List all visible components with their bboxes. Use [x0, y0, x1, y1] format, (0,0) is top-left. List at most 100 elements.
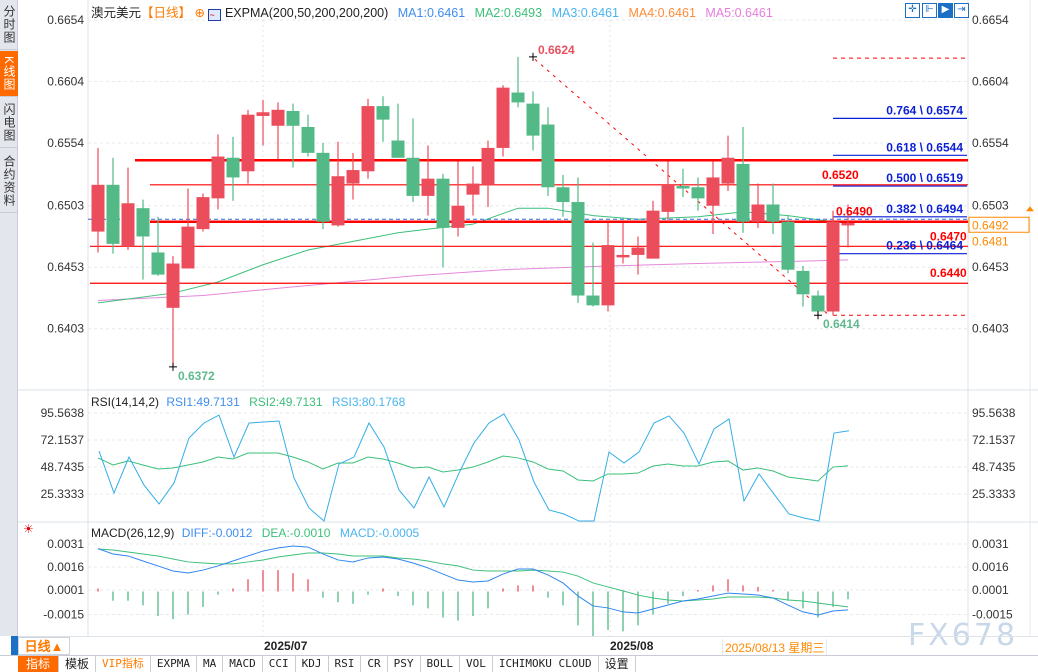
candle-up[interactable] — [826, 221, 840, 312]
exit-icon[interactable]: ⇥ — [954, 3, 969, 18]
candle-down[interactable] — [676, 186, 690, 189]
date-label-july: 2025/07 — [264, 639, 308, 653]
toolbar-indicators[interactable]: 指标 — [18, 656, 60, 672]
candle-down[interactable] — [301, 127, 315, 153]
candle-up[interactable] — [481, 147, 495, 185]
ma2-value: MA2:0.6493 — [474, 6, 543, 20]
tab-time-chart[interactable]: 分时图 — [0, 0, 18, 50]
candle-down[interactable] — [406, 157, 420, 196]
candle-up[interactable] — [721, 157, 735, 184]
macd-title: MACD(26,12,9) — [91, 526, 175, 540]
price-arrow-icon — [1026, 206, 1034, 212]
play-icon[interactable]: ▶ — [938, 3, 953, 18]
candle-up[interactable] — [166, 263, 180, 308]
candle-up[interactable] — [271, 109, 285, 126]
add-icon[interactable]: ⊕ — [194, 6, 205, 20]
candle-down[interactable] — [376, 106, 390, 120]
candle-down[interactable] — [151, 252, 165, 275]
fib-label: 0.618 \ 0.6544 — [886, 140, 963, 154]
rsi3-value: RSI3:80.1768 — [331, 395, 406, 409]
candle-down[interactable] — [316, 152, 330, 222]
chart-header: 澳元美元【日线】 ⊕ ~ EXPMA(200,50,200,200,200) M… — [91, 2, 773, 21]
candle-up[interactable] — [361, 106, 375, 172]
candle-up[interactable] — [196, 197, 210, 230]
candle-up[interactable] — [631, 247, 645, 255]
candle-down[interactable] — [796, 270, 810, 295]
candle-up[interactable] — [451, 205, 465, 228]
macd-settings-icon[interactable]: ☀ — [23, 522, 34, 536]
candle-down[interactable] — [286, 111, 300, 126]
level-label: 0.6440 — [930, 266, 967, 280]
toolbar-ichimoku[interactable]: ICHIMOKU CLOUD — [493, 656, 599, 672]
candle-up[interactable] — [841, 222, 855, 226]
price-tick-right: 0.6453 — [972, 260, 1009, 274]
toolbar-cr[interactable]: CR — [361, 656, 388, 672]
candle-down[interactable] — [736, 163, 750, 222]
candle-up[interactable] — [121, 203, 135, 247]
date-label-august: 2025/08 — [610, 639, 654, 653]
candle-up[interactable] — [601, 245, 615, 306]
toolbar-psy[interactable]: PSY — [388, 656, 421, 672]
toolbar-cci[interactable]: CCI — [263, 656, 296, 672]
toolbar-kdj[interactable]: KDJ — [296, 656, 329, 672]
candle-down[interactable] — [586, 295, 600, 306]
extreme-label: 0.6414 — [823, 317, 860, 331]
candle-up[interactable] — [466, 183, 480, 195]
toolbar-macd[interactable]: MACD — [223, 656, 263, 672]
candle-down[interactable] — [556, 187, 570, 203]
macd-value: MACD:-0.0005 — [339, 526, 420, 540]
candle-up[interactable] — [706, 177, 720, 206]
indicator-chart-icon[interactable]: ~ — [208, 9, 222, 21]
candle-up[interactable] — [181, 226, 195, 269]
watermark: FX678 — [908, 618, 1019, 653]
toolbar-boll[interactable]: BOLL — [421, 656, 461, 672]
candle-down[interactable] — [511, 92, 525, 103]
candle-up[interactable] — [91, 184, 105, 232]
candle-down[interactable] — [136, 208, 150, 237]
toolbar-templates[interactable]: 模板 — [59, 656, 97, 672]
candle-up[interactable] — [211, 156, 225, 199]
chart-canvas[interactable]: 0.6654 0.6654 0.6604 0.6604 0.6554 0.6554 0.65… — [0, 0, 1038, 655]
toolbar-expma[interactable]: EXPMA — [151, 656, 198, 672]
toolbar-ma[interactable]: MA — [197, 656, 224, 672]
candle-up[interactable] — [661, 184, 675, 212]
crosshair-icon[interactable]: ✛ — [905, 3, 920, 18]
macd-tick-right: 0.0001 — [972, 583, 1009, 597]
candle-down[interactable] — [391, 140, 405, 158]
extreme-marker — [529, 52, 537, 61]
candle-down[interactable] — [436, 178, 450, 228]
price-tick-right: 0.6503 — [972, 199, 1009, 213]
candle-up[interactable] — [241, 114, 255, 172]
toolbar-vol[interactable]: VOL — [460, 656, 493, 672]
candle-up[interactable] — [256, 112, 270, 116]
candle-down[interactable] — [571, 202, 585, 296]
candle-down[interactable] — [691, 187, 705, 199]
candle-up[interactable] — [331, 176, 345, 226]
candle-up[interactable] — [751, 204, 765, 222]
period-button[interactable]: 日线▲ — [18, 637, 70, 655]
date-axis: 日线▲ 2025/07 2025/08 2025/08/13 星期三 — [18, 636, 1038, 656]
candle-down[interactable] — [541, 124, 555, 188]
candle-down[interactable] — [811, 295, 825, 312]
rsi2-line — [97, 452, 849, 482]
candle-down[interactable] — [781, 221, 795, 270]
toolbar-rsi[interactable]: RSI — [329, 656, 362, 672]
candle-up[interactable] — [616, 254, 630, 258]
candle-down[interactable] — [226, 157, 240, 178]
diff-line — [97, 545, 849, 616]
tab-contract-info[interactable]: 合约资料 — [0, 149, 18, 213]
fib-label: 0.500 \ 0.6519 — [886, 171, 963, 185]
candle-up[interactable] — [646, 210, 660, 259]
candle-up[interactable] — [496, 87, 510, 148]
tab-k-line[interactable]: K线图 — [0, 51, 18, 97]
candle-down[interactable] — [766, 204, 780, 222]
candle-up[interactable] — [346, 170, 360, 184]
rsi-tick-right: 95.5638 — [972, 406, 1016, 420]
toolbar-settings[interactable]: 设置 — [599, 656, 636, 672]
tab-flash-chart[interactable]: 闪电图 — [0, 98, 18, 148]
candle-up[interactable] — [421, 178, 435, 196]
zoom-range-icon[interactable]: ⊩ — [922, 3, 937, 18]
candle-down[interactable] — [526, 103, 540, 136]
toolbar-vip-indicators[interactable]: VIP指标 — [96, 656, 151, 672]
candle-down[interactable] — [106, 184, 120, 244]
